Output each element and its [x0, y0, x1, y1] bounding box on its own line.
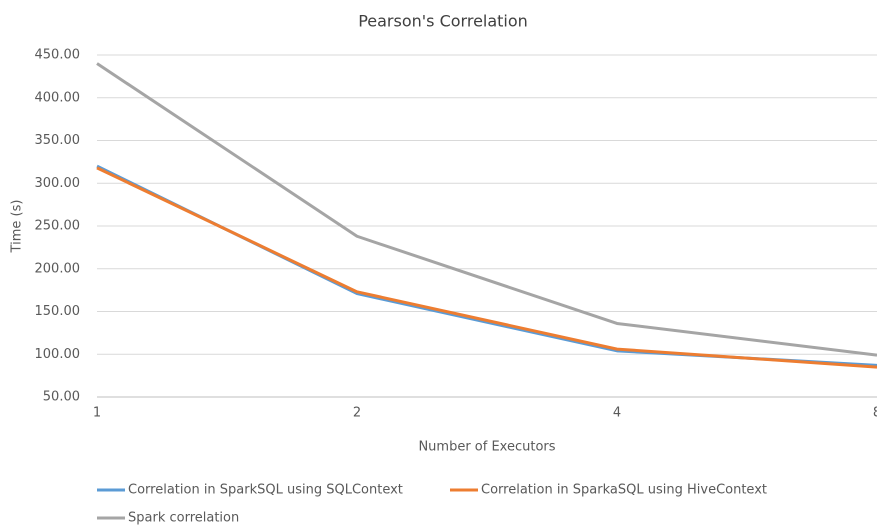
legend-label: Spark correlation: [128, 511, 239, 526]
y-axis-label: Time (s): [10, 200, 25, 254]
y-tick-label: 250.00: [35, 219, 81, 234]
x-axis-label: Number of Executors: [418, 440, 555, 455]
legend-label: Correlation in SparkaSQL using HiveConte…: [481, 483, 767, 498]
x-tick-label: 2: [353, 406, 361, 421]
y-tick-label: 350.00: [35, 133, 81, 148]
y-tick-label: 100.00: [35, 347, 81, 362]
series-line: [96, 62, 877, 357]
y-tick-label: 400.00: [35, 90, 81, 105]
y-tick-label: 50.00: [43, 390, 80, 405]
x-tick-label: 1: [93, 406, 101, 421]
y-tick-label: 200.00: [35, 261, 81, 276]
x-tick-label: 8: [873, 406, 877, 421]
y-tick-label: 300.00: [35, 176, 81, 191]
series-line: [96, 166, 877, 369]
y-tick-label: 150.00: [35, 304, 81, 319]
x-tick-label: 4: [613, 406, 621, 421]
legend-label: Correlation in SparkSQL using SQLContext: [128, 483, 403, 498]
series-line: [96, 164, 877, 367]
y-tick-label: 450.00: [35, 48, 81, 63]
chart-title: Pearson's Correlation: [358, 12, 528, 31]
